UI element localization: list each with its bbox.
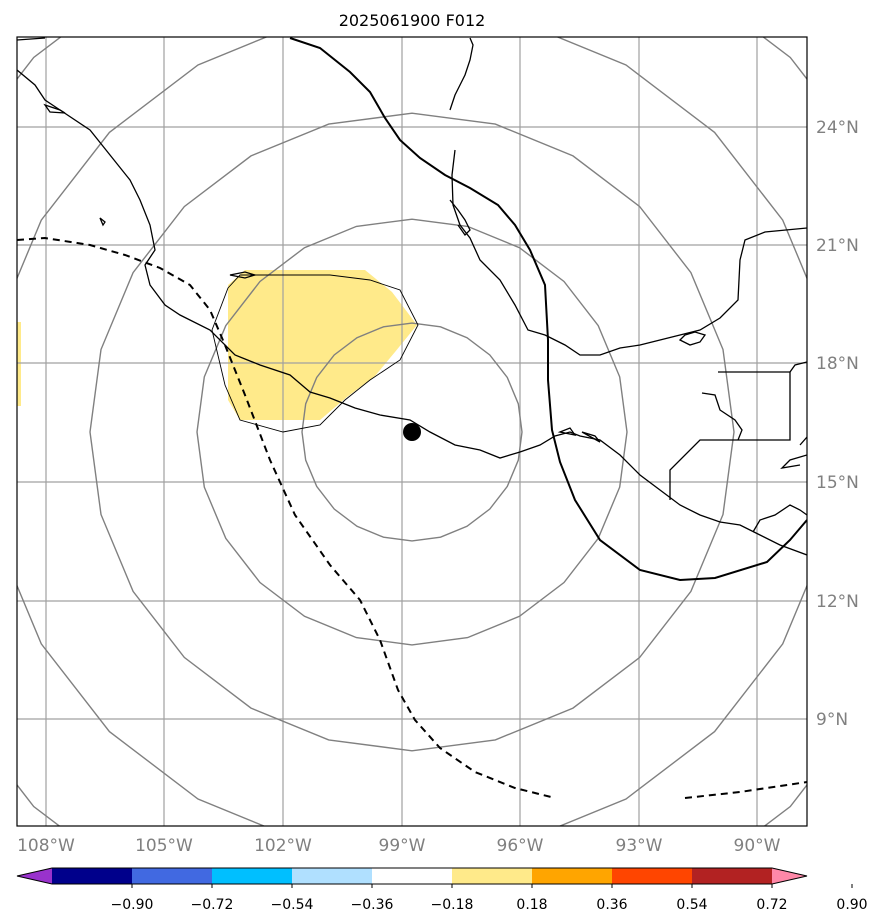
forecast-track-east bbox=[684, 781, 807, 799]
lon-labels: 108°W 105°W 102°W 99°W 96°W 93°W 90°W bbox=[17, 836, 781, 856]
colorbar-tick-label: −0.72 bbox=[191, 897, 234, 913]
colorbar-tick-label: 0.72 bbox=[756, 897, 787, 913]
lat-tick-label: 9°N bbox=[816, 710, 848, 730]
lon-tick-label: 93°W bbox=[616, 836, 663, 856]
range-ring bbox=[89, 112, 735, 752]
storm-center-marker bbox=[403, 423, 421, 441]
colorbar-extend-high bbox=[772, 868, 807, 884]
probability-outline bbox=[211, 274, 419, 433]
lon-tick-label: 105°W bbox=[135, 836, 193, 856]
colorbar-segment bbox=[132, 868, 213, 884]
colorbar-segment bbox=[212, 868, 293, 884]
colorbar-segment bbox=[292, 868, 373, 884]
lon-tick-label: 108°W bbox=[17, 836, 75, 856]
lat-tick-label: 24°N bbox=[816, 118, 859, 138]
colorbar-tick-label: −0.36 bbox=[351, 897, 394, 913]
shaded-region-edge bbox=[17, 322, 21, 406]
map-frame bbox=[16, 36, 808, 827]
colorbar-extend-low bbox=[17, 868, 52, 884]
colorbar-tick-label: 0.36 bbox=[596, 897, 627, 913]
range-ring bbox=[17, 37, 807, 826]
colorbar-tick-label: −0.90 bbox=[111, 897, 154, 913]
lat-tick-label: 12°N bbox=[816, 592, 859, 612]
colorbar bbox=[16, 867, 808, 885]
colorbar-segment bbox=[532, 868, 613, 884]
range-ring bbox=[196, 218, 628, 646]
lat-tick-label: 15°N bbox=[816, 473, 859, 493]
colorbar-tick-label: −0.54 bbox=[271, 897, 314, 913]
lon-tick-label: 96°W bbox=[497, 836, 544, 856]
lon-tick-label: 99°W bbox=[379, 836, 426, 856]
colorbar-outline bbox=[16, 867, 808, 885]
colorbar-segment bbox=[452, 868, 533, 884]
chart-title: 2025061900 F012 bbox=[339, 11, 486, 30]
colorbar-segment bbox=[692, 868, 773, 884]
lat-tick-label: 21°N bbox=[816, 236, 859, 256]
colorbar-labels: −0.90 −0.72 −0.54 −0.36 −0.18 0.18 0.36 0.54 0.7… bbox=[111, 884, 868, 913]
range-ring bbox=[301, 322, 523, 542]
colorbar-tick-label: −0.18 bbox=[431, 897, 474, 913]
lon-tick-label: 102°W bbox=[254, 836, 312, 856]
lon-tick-label: 90°W bbox=[734, 836, 781, 856]
colorbar-tick-label: 0.18 bbox=[516, 897, 547, 913]
colorbar-segment bbox=[52, 868, 133, 884]
colorbar-segment bbox=[372, 868, 453, 884]
colorbar-tick-label: 0.90 bbox=[836, 897, 867, 913]
shaded-region bbox=[228, 270, 417, 420]
colorbar-segment bbox=[612, 868, 693, 884]
lat-labels: 24°N 21°N 18°N 15°N 12°N 9°N bbox=[816, 118, 859, 730]
boundary-line bbox=[289, 37, 807, 582]
lat-tick-label: 18°N bbox=[816, 354, 859, 374]
colorbar-tick-label: 0.54 bbox=[676, 897, 707, 913]
coastlines bbox=[17, 37, 807, 556]
gridlines bbox=[17, 37, 807, 826]
